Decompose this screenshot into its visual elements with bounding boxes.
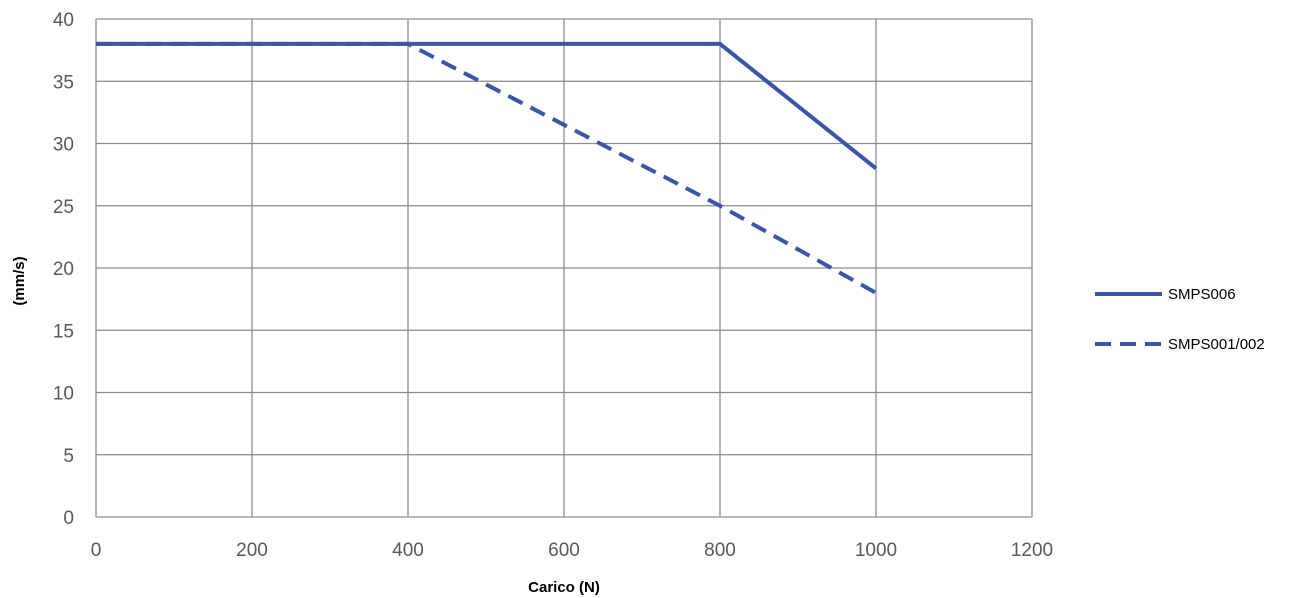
x-tick-label: 200: [236, 540, 268, 561]
series-line-smps001-002: [96, 41, 877, 295]
y-tick-label: 35: [53, 72, 74, 93]
x-tick-label: 0: [91, 540, 102, 561]
series-line-smps006: [96, 41, 878, 170]
y-axis-title: (mm/s): [11, 256, 28, 305]
y-axis-ticks: 0 5 10 15 20 25 30 35 40: [53, 10, 74, 529]
x-tick-label: 800: [704, 540, 736, 561]
x-axis-title: Carico (N): [528, 579, 600, 596]
x-tick-label: 600: [548, 540, 580, 561]
legend: SMPS006 SMPS001/002: [1095, 286, 1265, 353]
grid: [95, 18, 1033, 518]
y-tick-label: 5: [63, 446, 74, 467]
y-tick-label: 25: [53, 197, 74, 218]
y-tick-label: 0: [63, 508, 74, 529]
legend-label-smps006: SMPS006: [1168, 286, 1236, 303]
y-tick-label: 10: [53, 384, 74, 405]
x-tick-label: 1200: [1011, 540, 1053, 561]
y-tick-label: 40: [53, 10, 74, 31]
x-tick-label: 1000: [855, 540, 897, 561]
x-axis-ticks: 0 200 400 600 800 1000 1200: [91, 540, 1053, 561]
y-tick-label: 30: [53, 135, 74, 156]
y-tick-label: 15: [53, 321, 74, 342]
y-tick-label: 20: [53, 259, 74, 280]
series-lines: [96, 41, 878, 295]
x-tick-label: 400: [392, 540, 424, 561]
legend-label-smps001-002: SMPS001/002: [1168, 336, 1265, 353]
